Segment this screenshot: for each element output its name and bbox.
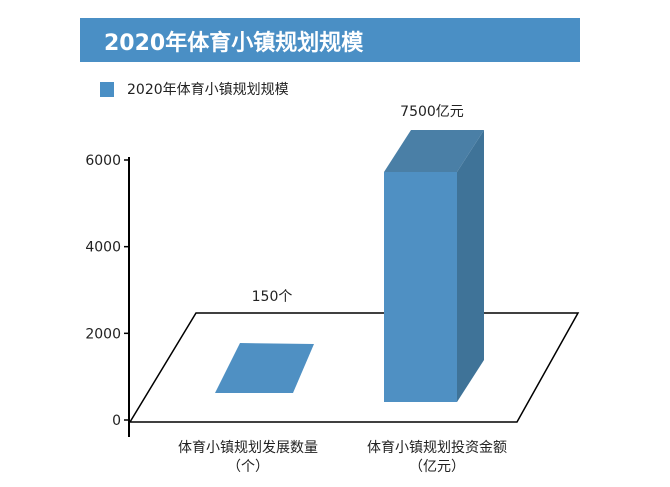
bar-1-top: [384, 130, 484, 172]
y-tick-label: 6000: [85, 153, 121, 169]
bar-1-side: [457, 130, 484, 402]
y-tick-label: 2000: [85, 326, 121, 342]
data-label-1: 7500亿元: [400, 104, 464, 120]
legend-swatch: [100, 81, 114, 97]
floor-plane: [128, 312, 580, 423]
data-label-0: 150个: [252, 289, 293, 305]
category-label-0: 体育小镇规划发展数量: [178, 440, 318, 456]
category-label-1: 体育小镇规划投资金额: [367, 440, 507, 456]
y-tick-label: 4000: [85, 240, 121, 256]
bar-0-top: [215, 343, 314, 393]
legend: 2020年体育小镇规划规模: [100, 79, 289, 99]
bar-1-front: [384, 172, 457, 402]
y-tick-label: 0: [112, 413, 121, 429]
title-banner: 2020年体育小镇规划规模: [80, 18, 580, 62]
category-unit-1: （亿元）: [409, 459, 465, 475]
legend-label: 2020年体育小镇规划规模: [127, 82, 289, 98]
page-title: 2020年体育小镇规划规模: [104, 31, 364, 56]
category-unit-0: （个）: [227, 459, 269, 475]
